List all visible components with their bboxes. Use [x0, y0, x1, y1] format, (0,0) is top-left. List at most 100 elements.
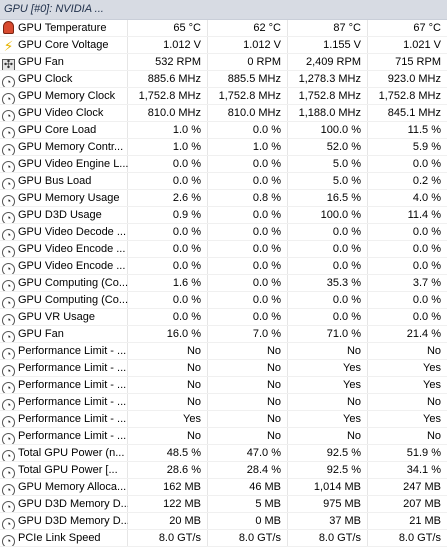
current-value: 28.6 % [166, 464, 201, 476]
maximum-value: 100.0 % [320, 124, 361, 136]
gauge-icon: ◔ [2, 331, 15, 342]
sensor-row[interactable]: ◔ GPU Memory Usage 2.6 % 0.8 % 16.5 % 4.0 % [0, 190, 447, 207]
sensor-row[interactable]: ◔ Performance Limit - ... No No Yes Yes [0, 377, 447, 394]
minimum-value: 0.8 % [252, 192, 281, 204]
sensor-row[interactable]: GPU Temperature 65 °C 62 °C 87 °C 67 °C [0, 20, 447, 37]
current-value: 20 MB [169, 515, 201, 527]
sensor-name-cell: ◔ GPU D3D Memory D... [0, 513, 128, 529]
sensor-name-cell: ◔ GPU Fan [0, 326, 128, 342]
sensor-label: GPU D3D Memory D... [18, 515, 128, 528]
minimum-value: No [266, 362, 281, 374]
sensor-name-cell: ◔ GPU Clock [0, 71, 128, 87]
minimum-value: 0.0 % [252, 311, 281, 323]
maximum-value: 5.0 % [332, 158, 361, 170]
fan-icon: ✣ [2, 59, 15, 70]
sensor-row[interactable]: ◔ GPU Clock 885.6 MHz 885.5 MHz 1,278.3 MHz 9… [0, 71, 447, 88]
minimum-value: 0.0 % [252, 209, 281, 221]
sensor-name-cell: ◔ PCIe Link Speed [0, 530, 128, 546]
sensor-row[interactable]: ◔ GPU Memory Alloca... 162 MB 46 MB 1,014 MB… [0, 479, 447, 496]
sensor-label: Performance Limit - ... [18, 362, 127, 375]
current-value: 0.0 % [172, 158, 201, 170]
sensor-row[interactable]: ◔ GPU Memory Clock 1,752.8 MHz 1,752.8 MHz 1… [0, 88, 447, 105]
minimum-value: 810.0 MHz [227, 107, 281, 119]
maximum-value: 0.0 % [332, 243, 361, 255]
sensor-name-cell: ◔ GPU Computing (Co... [0, 292, 128, 308]
average-value: 1,752.8 MHz [378, 90, 441, 102]
sensor-name-cell: ◔ GPU Computing (Co... [0, 275, 128, 291]
sensor-row[interactable]: ◔ GPU Video Clock 810.0 MHz 810.0 MHz 1,188.… [0, 105, 447, 122]
maximum-value: Yes [343, 362, 361, 374]
gauge-icon: ◔ [2, 297, 15, 308]
gauge-icon: ◔ [2, 348, 15, 359]
maximum-value: 8.0 GT/s [318, 532, 361, 544]
sensor-name-cell: ◔ GPU Video Encode ... [0, 258, 128, 274]
column-divider [207, 0, 208, 547]
current-value: 2.6 % [172, 192, 201, 204]
average-value: 0.0 % [412, 243, 441, 255]
maximum-value: 1,278.3 MHz [298, 73, 361, 85]
current-value: 810.0 MHz [147, 107, 201, 119]
sensor-row[interactable]: ◔ GPU Computing (Co... 0.0 % 0.0 % 0.0 % 0.0 … [0, 292, 447, 309]
sensor-row[interactable]: ◔ GPU Video Encode ... 0.0 % 0.0 % 0.0 % 0.0 … [0, 258, 447, 275]
sensor-name-cell: ◔ Performance Limit - ... [0, 394, 128, 410]
sensor-row[interactable]: ◔ GPU Bus Load 0.0 % 0.0 % 5.0 % 0.2 % [0, 173, 447, 190]
sensor-row[interactable]: ◔ PCIe Link Speed 8.0 GT/s 8.0 GT/s 8.0 GT/s… [0, 530, 447, 547]
minimum-value: No [266, 379, 281, 391]
group-header-gpu[interactable]: GPU [#0]: NVIDIA ... [0, 0, 447, 20]
sensor-row[interactable]: ◔ Total GPU Power (n... 48.5 % 47.0 % 92.5 %… [0, 445, 447, 462]
average-value: 207 MB [403, 498, 441, 510]
sensor-name-cell: ◔ GPU Video Engine L... [0, 156, 128, 172]
sensor-row[interactable]: ◔ GPU Video Decode ... 0.0 % 0.0 % 0.0 % 0.0 … [0, 224, 447, 241]
sensor-row[interactable]: ◔ Performance Limit - ... No No No No [0, 428, 447, 445]
gauge-icon: ◔ [2, 382, 15, 393]
current-value: 532 RPM [155, 56, 201, 68]
sensor-row[interactable]: ◔ GPU Memory Contr... 1.0 % 1.0 % 52.0 % 5.9 … [0, 139, 447, 156]
average-value: 845.1 MHz [387, 107, 441, 119]
current-value: 0.9 % [172, 209, 201, 221]
sensor-row[interactable]: ◔ GPU Video Engine L... 0.0 % 0.0 % 5.0 % 0.0… [0, 156, 447, 173]
sensor-row[interactable]: ◔ GPU Computing (Co... 1.6 % 0.0 % 35.3 % 3.7… [0, 275, 447, 292]
sensor-label: GPU Computing (Co... [18, 277, 128, 290]
sensor-row[interactable]: ◔ GPU D3D Usage 0.9 % 0.0 % 100.0 % 11.4 % [0, 207, 447, 224]
sensor-label: Performance Limit - ... [18, 430, 127, 443]
maximum-value: No [346, 430, 361, 442]
sensor-row[interactable]: ◔ GPU Fan 16.0 % 7.0 % 71.0 % 21.4 % [0, 326, 447, 343]
sensor-row[interactable]: ◔ Total GPU Power [... 28.6 % 28.4 % 92.5 % 3… [0, 462, 447, 479]
sensor-row[interactable]: ◔ GPU D3D Memory D... 122 MB 5 MB 975 MB 207 … [0, 496, 447, 513]
sensor-row[interactable]: ◔ Performance Limit - ... No No No No [0, 343, 447, 360]
average-value: 0.0 % [412, 260, 441, 272]
sensor-label: GPU Clock [18, 73, 73, 86]
gauge-icon: ◔ [2, 518, 15, 529]
sensor-row[interactable]: ◔ Performance Limit - ... Yes No Yes Yes [0, 411, 447, 428]
average-value: Yes [423, 379, 441, 391]
sensor-name-cell: ◔ Performance Limit - ... [0, 360, 128, 376]
sensor-row[interactable]: ✣ GPU Fan 532 RPM 0 RPM 2,409 RPM 715 RPM [0, 54, 447, 71]
average-value: 67 °C [413, 22, 441, 34]
minimum-value: 7.0 % [252, 328, 281, 340]
gauge-icon: ◔ [2, 416, 15, 427]
minimum-value: 0.0 % [252, 243, 281, 255]
sensor-name-cell: ◔ GPU Video Clock [0, 105, 128, 121]
sensor-label: Total GPU Power (n... [18, 447, 125, 460]
minimum-value: 0.0 % [252, 277, 281, 289]
average-value: 11.5 % [407, 124, 441, 136]
sensor-row[interactable]: ◔ GPU Core Load 1.0 % 0.0 % 100.0 % 11.5 % [0, 122, 447, 139]
sensor-row[interactable]: ◔ Performance Limit - ... No No No No [0, 394, 447, 411]
sensor-row[interactable]: ⚡ GPU Core Voltage 1.012 V 1.012 V 1.155 V 1.… [0, 37, 447, 54]
sensor-label: Performance Limit - ... [18, 413, 127, 426]
minimum-value: 0.0 % [252, 158, 281, 170]
sensor-label: GPU Bus Load [18, 175, 92, 188]
sensor-row[interactable]: ◔ Performance Limit - ... No No Yes Yes [0, 360, 447, 377]
maximum-value: 92.5 % [326, 447, 361, 459]
average-value: 51.9 % [406, 447, 441, 459]
sensor-row[interactable]: ◔ GPU Video Encode ... 0.0 % 0.0 % 0.0 % 0.0 … [0, 241, 447, 258]
gauge-icon: ◔ [2, 467, 15, 478]
current-value: 0.0 % [172, 311, 201, 323]
average-value: 4.0 % [412, 192, 441, 204]
current-value: No [186, 345, 201, 357]
sensor-row[interactable]: ◔ GPU VR Usage 0.0 % 0.0 % 0.0 % 0.0 % [0, 309, 447, 326]
average-value: 8.0 GT/s [398, 532, 441, 544]
maximum-value: No [346, 396, 361, 408]
sensor-row[interactable]: ◔ GPU D3D Memory D... 20 MB 0 MB 37 MB 21 MB [0, 513, 447, 530]
sensor-name-cell: ◔ Performance Limit - ... [0, 343, 128, 359]
